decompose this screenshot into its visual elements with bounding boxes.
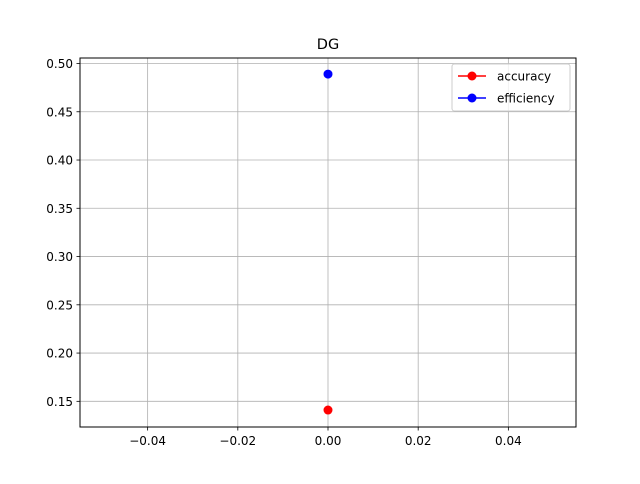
x-tick-label: −0.02	[219, 434, 256, 448]
legend-label-efficiency: efficiency	[497, 92, 555, 106]
x-tick-label: 0.02	[405, 434, 432, 448]
y-tick-label: 0.15	[46, 395, 73, 409]
y-tick-label: 0.45	[46, 105, 73, 119]
legend-marker-efficiency	[467, 93, 477, 103]
chart-title: DG	[317, 37, 339, 53]
x-tick-label: 0.04	[495, 434, 522, 448]
legend-label-accuracy: accuracy	[497, 70, 551, 84]
y-tick-label: 0.30	[46, 250, 73, 264]
legend: accuracy efficiency	[451, 63, 571, 112]
y-tick-label: 0.25	[46, 298, 73, 312]
y-axis: 0.15 0.20 0.25 0.30 0.35 0.40 0.45 0.50	[46, 57, 80, 409]
data-point-efficiency	[323, 69, 333, 79]
x-axis: −0.04 −0.02 0.00 0.02 0.04	[129, 427, 522, 448]
plot-marks	[323, 69, 333, 415]
x-tick-label: −0.04	[129, 434, 166, 448]
grid	[80, 58, 576, 427]
legend-marker-accuracy	[467, 71, 477, 81]
x-tick-label: 0.00	[315, 434, 342, 448]
y-tick-label: 0.35	[46, 202, 73, 216]
data-point-accuracy	[323, 405, 333, 415]
y-tick-label: 0.50	[46, 57, 73, 71]
y-tick-label: 0.20	[46, 347, 73, 361]
y-tick-label: 0.40	[46, 154, 73, 168]
